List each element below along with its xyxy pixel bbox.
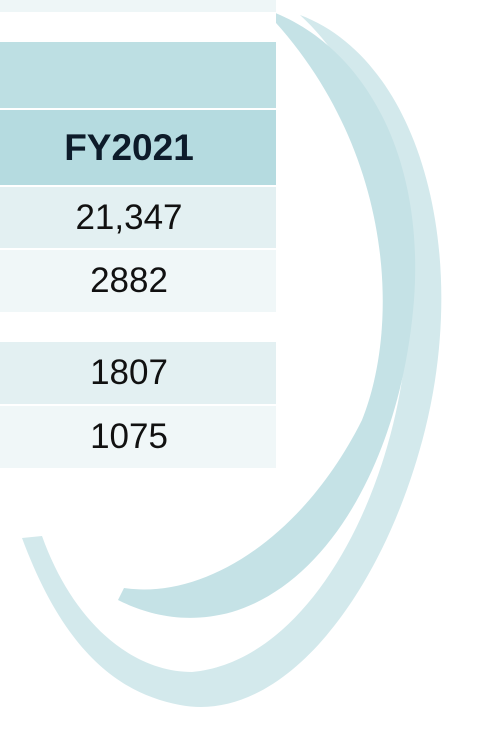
cell-value: 2882 [0,250,258,312]
row-band [0,0,276,12]
header-band [0,42,276,108]
cell-value: 21,347 [0,187,258,248]
table-row: 1075 [0,406,276,468]
table-row: 2882 [0,250,276,312]
table-panel: FY2021 21,347 2882 1807 1075 [0,0,276,532]
table-row: 21,347 [0,187,276,248]
header-row: FY2021 [0,110,276,185]
page: FY2021 21,347 2882 1807 1075 (() => { co… [0,0,488,731]
column-header: FY2021 [0,110,258,185]
cell-value: 1807 [0,342,258,404]
table-row: 1807 [0,342,276,404]
cell-value: 1075 [0,406,258,468]
